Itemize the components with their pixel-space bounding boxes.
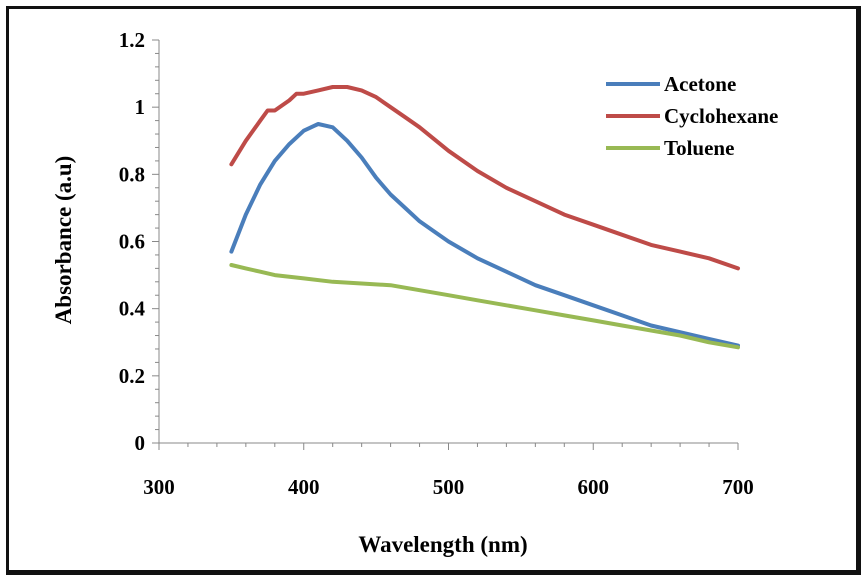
legend-label-cyclohexane: Cyclohexane bbox=[664, 104, 778, 128]
y-axis-label: Absorbance (a.u) bbox=[51, 156, 76, 325]
chart-legend: Acetone Cyclohexane Toluene bbox=[606, 72, 778, 160]
x-tick-label: 700 bbox=[722, 475, 754, 499]
series-line-toluene bbox=[229, 263, 740, 350]
y-tick-label: 0.6 bbox=[119, 230, 145, 254]
y-tick-label: 0.8 bbox=[119, 162, 145, 186]
x-tick-label: 400 bbox=[288, 475, 320, 499]
chart-frame bbox=[6, 6, 861, 575]
legend-label-acetone: Acetone bbox=[664, 72, 736, 96]
y-tick-label: 0.4 bbox=[119, 297, 146, 321]
series-line-acetone bbox=[229, 122, 740, 348]
y-tick-label: 1 bbox=[135, 95, 146, 119]
chart-series-layer bbox=[229, 85, 740, 350]
x-tick-label: 600 bbox=[578, 475, 610, 499]
y-tick-label: 1.2 bbox=[119, 28, 145, 52]
legend-label-toluene: Toluene bbox=[664, 136, 734, 160]
chart-axes: 0 0.2 0.4 0.6 0.8 1 1.2 300 400 500 600 700 bbox=[119, 28, 754, 499]
y-tick-label: 0.2 bbox=[119, 364, 145, 388]
x-axis-label: Wavelength (nm) bbox=[358, 532, 527, 557]
series-line-cyclohexane bbox=[229, 85, 740, 271]
x-tick-label: 300 bbox=[143, 475, 175, 499]
x-tick-label: 500 bbox=[433, 475, 465, 499]
y-tick-label: 0 bbox=[135, 431, 146, 455]
